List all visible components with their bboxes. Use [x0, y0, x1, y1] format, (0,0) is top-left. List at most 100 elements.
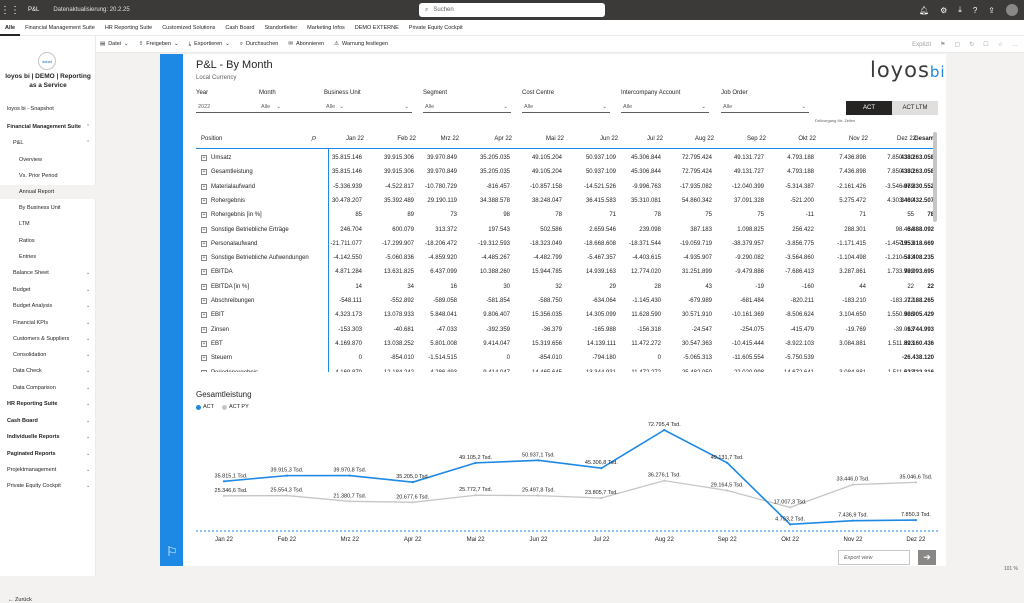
nav-item-10[interactable]: Balance Sheet ⌄ — [0, 266, 96, 280]
row-label[interactable]: + Periodenergebnis — [201, 366, 331, 372]
nav-item-5[interactable]: Annual Report — [0, 185, 96, 199]
nav-item-12[interactable]: Budget Analysis ⌄ — [0, 299, 96, 313]
row-label[interactable]: + Steuern — [201, 351, 331, 365]
tab-3[interactable]: Customized Solutions — [162, 24, 216, 31]
action-2[interactable]: ⤓ Exportieren ⌄ — [189, 41, 230, 48]
column-header[interactable]: Jan 22 — [345, 136, 364, 142]
tab-6[interactable]: Marketing Infos — [307, 24, 345, 31]
row-label[interactable]: + EBIT — [201, 308, 331, 322]
nav-item-9[interactable]: Entries — [0, 250, 96, 264]
nav-item-2[interactable]: P&L ⌃ — [0, 136, 96, 150]
expand-icon[interactable]: + — [201, 197, 207, 204]
tab-2[interactable]: HR Reporting Suite — [104, 24, 153, 31]
nav-item-3[interactable]: Overview — [0, 153, 96, 167]
nav-item-8[interactable]: Ratios — [0, 234, 96, 248]
column-header[interactable]: Aug 22 — [694, 136, 714, 142]
nav-item-6[interactable]: By Business Unit — [0, 201, 96, 215]
slicer-dropdown[interactable]: 2022 ⌄ — [196, 101, 284, 113]
slicer-dropdown[interactable]: Alle ⌄ — [259, 101, 347, 113]
nav-item-21[interactable]: Paginated Reports ⌄ — [0, 447, 96, 461]
more-icon[interactable]: … — [1012, 41, 1018, 48]
expand-icon[interactable]: + — [201, 269, 207, 276]
action-0[interactable]: ▤ Datei ⌄ — [100, 41, 129, 47]
expand-icon[interactable]: + — [201, 340, 207, 347]
tab-5[interactable]: Standortleiter — [264, 24, 298, 31]
expand-icon[interactable]: + — [201, 212, 207, 219]
nav-item-4[interactable]: Vs. Prior Period — [0, 169, 96, 183]
row-label[interactable]: + Rohergebnis — [201, 194, 331, 208]
nav-item-16[interactable]: Data Check ⌄ — [0, 364, 96, 378]
table-scrollbar[interactable] — [933, 132, 937, 222]
nav-item-22[interactable]: Projektmanagement ⌄ — [0, 463, 96, 477]
slicer-dropdown[interactable]: Alle ⌄ — [423, 101, 511, 113]
slicer-dropdown[interactable]: Alle ⌄ — [522, 101, 610, 113]
expand-icon[interactable]: + — [201, 155, 207, 161]
expand-icon[interactable]: + — [201, 369, 207, 372]
gear-icon[interactable]: ⚙ — [940, 5, 948, 15]
slicer-dropdown[interactable]: Alle ⌄ — [721, 101, 809, 113]
nav-item-18[interactable]: HR Reporting Suite ⌄ — [0, 397, 96, 411]
expand-icon[interactable]: + — [201, 283, 207, 290]
tab-0[interactable]: Alle — [0, 20, 21, 36]
drill-control[interactable]: Drillvorgang für: Zeilen — [815, 118, 856, 123]
favorite-icon[interactable]: ☆ — [997, 42, 1003, 48]
tab-1[interactable]: Financial Management Suite — [25, 24, 95, 31]
expand-icon[interactable]: + — [201, 355, 207, 362]
bookmark-nav-icon[interactable]: ⚐ — [166, 544, 178, 559]
refresh-icon[interactable]: ↻ — [969, 42, 975, 48]
expand-icon[interactable]: + — [201, 312, 207, 319]
expand-icon[interactable]: + — [201, 240, 207, 247]
column-header[interactable]: Okt 22 — [798, 136, 816, 142]
search-icon[interactable]: ⌕ — [311, 132, 318, 144]
column-header[interactable]: Jul 22 — [646, 136, 663, 142]
expand-icon[interactable]: + — [201, 226, 207, 233]
app-launcher-icon[interactable]: ⋮⋮ — [0, 4, 20, 16]
nav-item-19[interactable]: Cash Board ⌄ — [0, 414, 96, 428]
action-4[interactable]: ✉ Abonnieren — [288, 41, 324, 47]
legend-item[interactable]: ACT PY — [222, 404, 249, 410]
expand-icon[interactable]: + — [201, 326, 207, 333]
column-header[interactable]: Apr 22 — [494, 136, 512, 142]
back-button[interactable]: ← Zurück — [8, 597, 32, 603]
nav-item-13[interactable]: Financial KPIs ⌄ — [0, 316, 96, 330]
help-icon[interactable]: ? — [972, 5, 978, 15]
row-label[interactable]: + Sonstige Betriebliche Erträge — [201, 223, 331, 237]
column-header[interactable]: Dez 22 — [896, 136, 916, 142]
app-name[interactable]: P&L — [28, 7, 40, 13]
action-3[interactable]: ⌕ Durchsuchen — [240, 41, 279, 48]
row-label[interactable]: + Zinsen — [201, 323, 331, 337]
nav-item-20[interactable]: Individuelle Reports ⌄ — [0, 430, 96, 444]
bookmark-icon[interactable]: ⚑ — [940, 42, 946, 48]
legend-item[interactable]: ACT — [196, 404, 214, 410]
share-icon[interactable]: ⇪ — [988, 5, 995, 15]
row-label[interactable]: + Sonstige Betriebliche Aufwendungen — [201, 251, 331, 265]
column-header[interactable]: Mai 22 — [545, 136, 564, 142]
row-label[interactable]: + EBT — [201, 337, 331, 351]
row-label[interactable]: + Gesamtleistung — [201, 165, 331, 179]
toggle-act-ltm[interactable]: ACT LTM — [892, 101, 938, 115]
nav-item-14[interactable]: Customers & Suppliers ⌄ — [0, 332, 96, 346]
expand-icon[interactable]: + — [201, 298, 207, 304]
tab-4[interactable]: Cash Board — [225, 24, 255, 31]
column-header[interactable]: Feb 22 — [397, 136, 416, 142]
column-header[interactable]: Nov 22 — [848, 136, 868, 142]
tab-7[interactable]: DEMO EXTERNE — [354, 24, 399, 31]
bell-icon[interactable]: 🔔︎ — [918, 5, 930, 15]
column-header[interactable]: Mrz 22 — [440, 136, 459, 142]
comment-icon[interactable]: ☐ — [983, 42, 989, 48]
row-label[interactable]: + Rohergebnis [in %] — [201, 208, 331, 222]
expand-icon[interactable]: + — [201, 183, 207, 190]
avatar[interactable] — [1006, 4, 1018, 16]
expand-icon[interactable]: + — [201, 169, 207, 176]
mode-label[interactable]: Explizit — [912, 41, 932, 48]
column-header[interactable]: Jun 22 — [599, 136, 618, 142]
nav-item-17[interactable]: Data Comparison ⌄ — [0, 381, 96, 395]
slicer-dropdown[interactable]: Alle ⌄ — [324, 101, 412, 113]
row-label[interactable]: + Umsatz — [201, 151, 331, 165]
nav-item-23[interactable]: Private Equity Cockpit ⌄ — [0, 479, 96, 493]
action-5[interactable]: ⚠ Warnung festlegen — [334, 41, 388, 47]
tab-8[interactable]: Private Equity Cockpit — [408, 24, 463, 31]
column-header[interactable]: Gesamt — [913, 136, 936, 142]
nav-item-11[interactable]: Budget ⌄ — [0, 283, 96, 297]
export-arrow-button[interactable]: ➔ — [918, 550, 936, 565]
